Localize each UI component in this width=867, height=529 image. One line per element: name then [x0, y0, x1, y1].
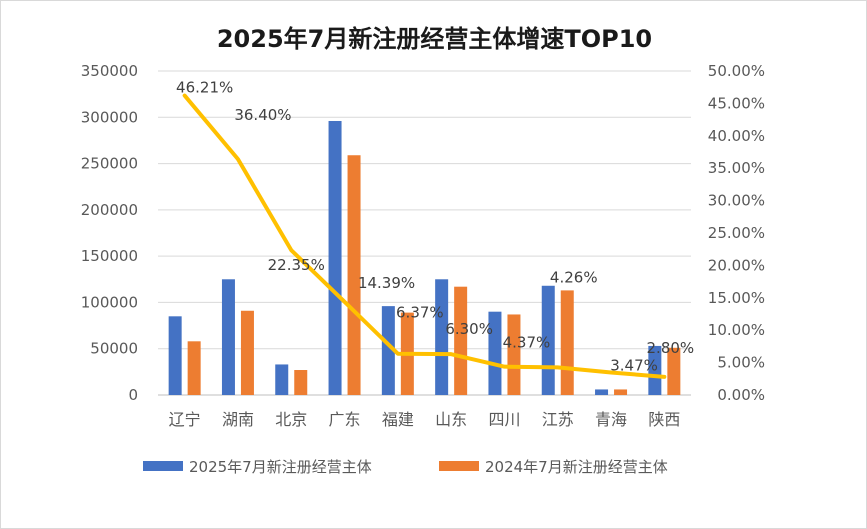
y-right-tick-label: 5.00%: [717, 354, 765, 372]
y-right-tick-label: 50.00%: [708, 62, 765, 80]
y-right-tick-label: 10.00%: [708, 321, 765, 339]
x-category-label: 福建: [382, 410, 414, 429]
x-category-label: 北京: [275, 410, 307, 429]
y-right-tick-label: 15.00%: [708, 289, 765, 307]
bar-2024: [454, 286, 468, 395]
x-category-label: 陕西: [648, 410, 680, 429]
growth-rate-data-label: 2.80%: [647, 339, 695, 357]
bar-2025: [488, 311, 502, 395]
growth-rate-data-label: 4.26%: [550, 268, 598, 286]
y-right-tick-label: 40.00%: [708, 127, 765, 145]
y-left-tick-label: 200000: [81, 201, 138, 219]
bar-2024: [614, 389, 628, 395]
legend-swatch-2024: [439, 461, 479, 471]
bar-2025: [328, 120, 342, 395]
bar-2025: [435, 279, 449, 395]
x-category-label: 湖南: [222, 410, 254, 429]
y-left-tick-label: 350000: [81, 62, 138, 80]
bar-2024: [240, 310, 254, 395]
y-left-tick-label: 0: [128, 386, 138, 404]
growth-rate-data-label: 14.39%: [358, 274, 415, 292]
x-category-label: 江苏: [542, 410, 574, 429]
growth-rate-data-label: 6.30%: [445, 320, 493, 338]
legend-label-2024: 2024年7月新注册经营主体: [485, 458, 668, 476]
bar-2025: [648, 345, 662, 395]
growth-rate-data-label: 46.21%: [176, 79, 233, 97]
bar-2025: [595, 389, 609, 395]
y-left-tick-label: 50000: [90, 340, 138, 358]
growth-rate-data-label: 6.37%: [396, 304, 444, 322]
bar-2025: [221, 279, 235, 395]
growth-rate-line: [182, 93, 667, 379]
bar-2025: [275, 364, 289, 395]
bar-2024: [667, 347, 681, 395]
y-left-tick-label: 100000: [81, 293, 138, 311]
x-category-label: 辽宁: [169, 410, 201, 429]
bar-2024: [294, 370, 308, 395]
bar-2025: [381, 306, 395, 395]
y-right-tick-label: 45.00%: [708, 94, 765, 112]
bar-2024: [507, 314, 521, 395]
growth-rate-data-label: 36.40%: [234, 106, 291, 124]
legend-swatch-2025: [143, 461, 183, 471]
y-right-tick-label: 35.00%: [708, 159, 765, 177]
bar-2024: [560, 290, 574, 395]
x-category-label: 山东: [435, 410, 467, 429]
bar-2024: [347, 155, 361, 395]
y-left-tick-label: 300000: [81, 108, 138, 126]
y-right-tick-label: 30.00%: [708, 192, 765, 210]
x-category-label: 广东: [329, 410, 361, 429]
chart-title: 2025年7月新注册经营主体增速TOP10: [216, 25, 653, 53]
y-right-tick-label: 0.00%: [717, 386, 765, 404]
bar-2025: [168, 316, 182, 395]
growth-rate-data-label: 4.37%: [503, 334, 551, 352]
y-right-tick-label: 20.00%: [708, 256, 765, 274]
growth-rate-data-label: 22.35%: [268, 256, 325, 274]
x-category-label: 四川: [488, 410, 520, 429]
y-right-tick-label: 25.00%: [708, 224, 765, 242]
growth-rate-data-label: 3.47%: [610, 357, 658, 375]
x-category-label: 青海: [595, 410, 627, 429]
bar-2024: [187, 341, 201, 395]
y-left-tick-label: 250000: [81, 155, 138, 173]
legend-label-2025: 2025年7月新注册经营主体: [189, 458, 372, 476]
y-left-tick-label: 150000: [81, 247, 138, 265]
